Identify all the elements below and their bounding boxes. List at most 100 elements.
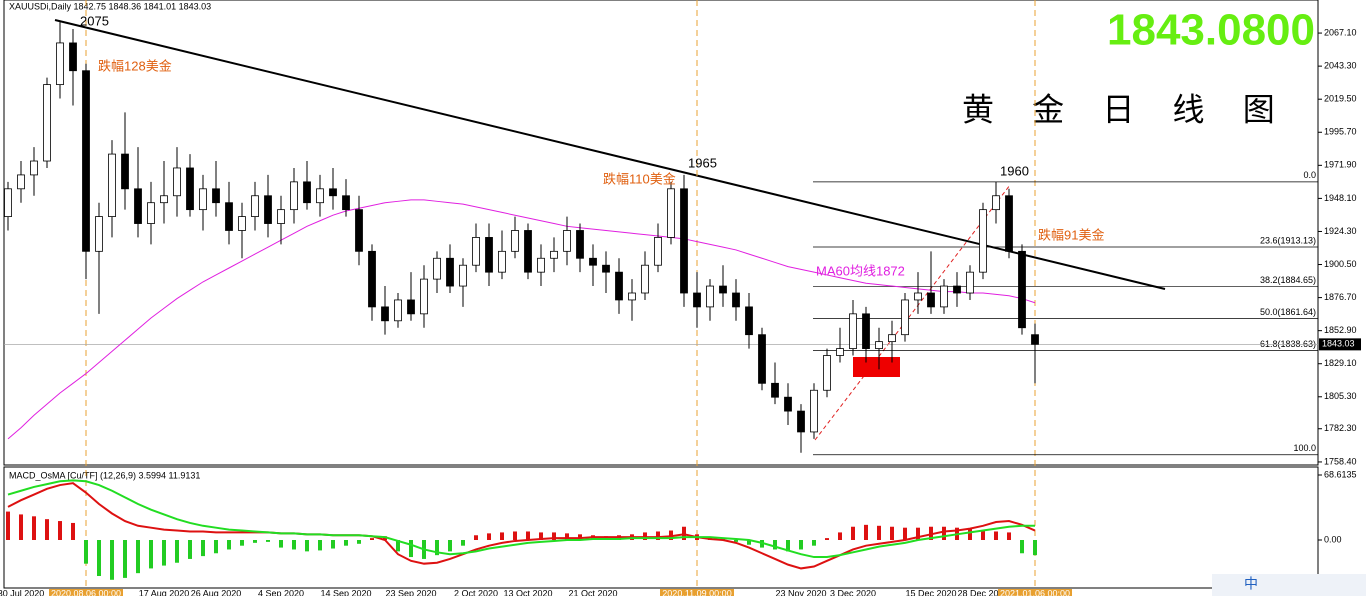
- candle-body: [485, 237, 493, 273]
- candle-body: [771, 382, 779, 398]
- toolbar-lang[interactable]: 中: [1244, 576, 1258, 592]
- candle-body: [641, 264, 649, 294]
- candle-body: [810, 389, 818, 433]
- osma-bar: [292, 539, 296, 550]
- candle-body: [628, 292, 636, 301]
- osma-bar: [6, 511, 10, 540]
- trend-line: [54, 19, 1166, 290]
- osma-bar: [71, 522, 75, 540]
- candle-body: [147, 202, 155, 224]
- annotation: 2075: [80, 13, 109, 28]
- candle-body: [4, 188, 12, 217]
- osma-bar: [32, 516, 36, 540]
- candle-body: [953, 285, 961, 294]
- osma-bar: [656, 531, 660, 540]
- osma-bar: [474, 535, 478, 540]
- candle-body: [316, 188, 324, 204]
- osma-bar: [448, 539, 452, 552]
- x-tick-label: 30 Jul 2020: [0, 588, 44, 596]
- candle-body: [875, 341, 883, 349]
- osma-bar: [357, 539, 361, 544]
- macd-y-tick-label: 0.00: [1324, 534, 1342, 544]
- osma-bar: [786, 539, 790, 552]
- annotation: 跌幅110美金: [603, 171, 676, 186]
- x-tick-label: 23 Nov 2020: [775, 588, 826, 596]
- osma-bar: [188, 539, 192, 559]
- annotation: MA60均线1872: [816, 263, 905, 278]
- x-tick-label: 26 Aug 2020: [191, 588, 242, 596]
- macd-line: [7, 479, 1035, 559]
- candle-body: [576, 230, 584, 259]
- candle-body: [355, 209, 363, 252]
- candle-body: [498, 250, 506, 273]
- osma-bar: [201, 539, 205, 557]
- macd-line: [7, 482, 1036, 570]
- annotation: 1960: [1000, 163, 1029, 178]
- candle-body: [342, 195, 350, 211]
- osma-bar: [123, 539, 127, 578]
- macd-y-tick-label: 68.6135: [1324, 469, 1357, 479]
- annotation: 跌幅91美金: [1038, 227, 1104, 242]
- candle-body: [537, 257, 545, 273]
- osma-bar: [240, 539, 244, 546]
- current-price-label: 1843.03: [1322, 339, 1355, 349]
- candle-body: [212, 188, 220, 204]
- candle-body: [407, 299, 415, 315]
- big-price: 1843.0800: [1107, 6, 1315, 55]
- osma-bar: [500, 532, 504, 540]
- fib-label: 0.0: [1303, 170, 1316, 180]
- osma-bar: [461, 539, 465, 546]
- candle-body: [524, 230, 532, 273]
- osma-bar: [45, 519, 49, 540]
- osma-bar: [890, 526, 894, 540]
- candle-body: [251, 195, 259, 217]
- osma-bar: [331, 539, 335, 549]
- osma-bar: [825, 538, 829, 540]
- osma-bar: [812, 539, 816, 546]
- y-tick-label: 1829.10: [1324, 358, 1357, 368]
- y-tick-label: 1852.90: [1324, 325, 1357, 335]
- osma-bar: [539, 532, 543, 540]
- candle-body: [849, 313, 857, 349]
- osma-bar: [84, 539, 88, 564]
- candle-body: [134, 188, 142, 224]
- osma-bar: [136, 539, 140, 574]
- osma-bar: [734, 539, 738, 542]
- candle-body: [940, 285, 948, 308]
- candle-body: [680, 188, 688, 294]
- osma-bar: [97, 539, 101, 576]
- candle-body: [160, 195, 168, 204]
- y-tick-label: 1900.50: [1324, 259, 1357, 269]
- candle-body: [732, 292, 740, 308]
- osma-bar: [526, 531, 530, 540]
- candle-body: [1031, 334, 1039, 345]
- osma-bar: [773, 539, 777, 550]
- osma-bar: [994, 531, 998, 540]
- osma-bar: [851, 526, 855, 540]
- candle-body: [264, 195, 272, 224]
- y-tick-label: 1948.10: [1324, 193, 1357, 203]
- y-tick-label: 1995.70: [1324, 127, 1357, 137]
- fib-label: 38.2(1884.65): [1260, 275, 1316, 285]
- date-marker-box: [660, 589, 734, 596]
- osma-bar: [110, 539, 114, 580]
- candle-body: [394, 299, 402, 322]
- candle-body: [69, 42, 77, 72]
- osma-bar: [565, 533, 569, 540]
- fib-anchor-line: [814, 184, 1011, 441]
- candle-body: [823, 355, 831, 391]
- candle-body: [927, 292, 935, 308]
- x-tick-label: 2 Oct 2020: [454, 588, 498, 596]
- candle-body: [693, 292, 701, 308]
- fib-label: 23.6(1913.13): [1260, 235, 1316, 245]
- candle-body: [238, 216, 246, 231]
- candle-body: [1018, 250, 1026, 329]
- ma-line: [7, 199, 1036, 440]
- annotation: 跌幅128美金: [98, 58, 172, 73]
- y-tick-label: 1805.30: [1324, 391, 1357, 401]
- toolbar: [1212, 574, 1366, 596]
- osma-bar: [227, 539, 231, 550]
- candle-body: [589, 257, 597, 266]
- candle-body: [654, 237, 662, 266]
